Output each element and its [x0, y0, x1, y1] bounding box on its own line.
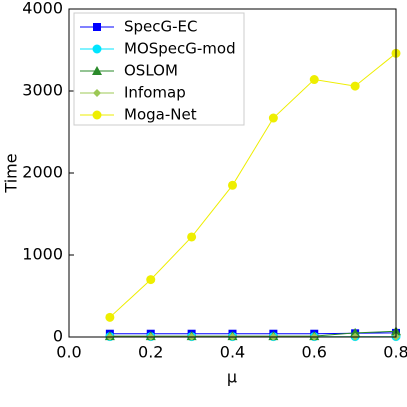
y-tick-label: 0: [53, 327, 63, 346]
y-tick-label: 2000: [22, 163, 63, 182]
x-tick-label: 0.0: [56, 343, 81, 362]
legend-label: SpecG-EC: [124, 18, 198, 36]
y-tick-label: 4000: [22, 0, 63, 18]
marker: [350, 81, 360, 91]
legend-label: MOSpecG-mod: [124, 40, 236, 58]
legend-label: Moga-Net: [124, 106, 197, 124]
series-line: [109, 52, 397, 318]
series-line: [109, 330, 397, 337]
marker: [350, 327, 361, 337]
marker: [92, 66, 102, 75]
marker: [146, 275, 156, 285]
y-tick-label: 3000: [22, 81, 63, 100]
marker: [105, 312, 115, 322]
x-tick-label: 0.2: [138, 343, 163, 362]
x-tick-label: 0.4: [220, 343, 245, 362]
y-axis-label: Time: [2, 153, 21, 193]
marker: [92, 44, 102, 54]
x-tick-label: 0.8: [383, 343, 407, 362]
marker: [93, 89, 101, 97]
legend-label: Infomap: [124, 84, 186, 102]
marker: [268, 113, 278, 123]
x-axis-label: μ: [227, 368, 237, 387]
legend-label: OSLOM: [124, 62, 178, 80]
marker: [309, 75, 319, 85]
marker: [93, 23, 101, 31]
marker: [228, 180, 237, 190]
plot-frame: [68, 8, 397, 338]
x-tick-label: 0.6: [302, 343, 327, 362]
y-tick-label: 1000: [22, 245, 63, 264]
marker: [187, 232, 197, 242]
marker: [92, 110, 102, 120]
legend: SpecG-EC MOSpecG-mod OSLOM Infomap Moga-Net: [73, 12, 245, 126]
legend-box: [73, 12, 245, 126]
